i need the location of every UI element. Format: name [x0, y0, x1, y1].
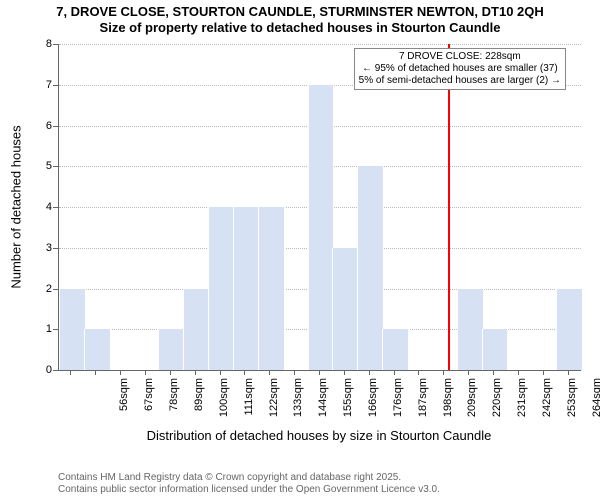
footer-line1: Contains HM Land Registry data © Crown c… — [58, 472, 440, 484]
x-tick-label: 176sqm — [392, 378, 404, 428]
x-tick-mark — [518, 370, 519, 375]
grid-line — [59, 44, 581, 45]
reference-line — [448, 44, 450, 370]
x-tick-label: 155sqm — [342, 378, 354, 428]
x-tick-label: 187sqm — [417, 378, 429, 428]
y-tick-label: 8 — [46, 38, 52, 50]
x-tick-mark — [95, 370, 96, 375]
y-tick-mark — [53, 248, 58, 249]
x-tick-label: 144sqm — [317, 378, 329, 428]
y-tick-label: 5 — [46, 160, 52, 172]
x-tick-label: 133sqm — [292, 378, 304, 428]
y-tick-label: 7 — [46, 79, 52, 91]
x-tick-mark — [543, 370, 544, 375]
y-tick-mark — [53, 126, 58, 127]
annotation-line2: ← 95% of detached houses are smaller (37… — [359, 63, 561, 75]
x-tick-label: 198sqm — [442, 378, 454, 428]
x-tick-label: 220sqm — [491, 378, 503, 428]
chart-title-line1: 7, DROVE CLOSE, STOURTON CAUNDLE, STURMI… — [0, 0, 600, 20]
bar — [308, 85, 335, 370]
bar — [183, 289, 210, 371]
x-tick-mark — [195, 370, 196, 375]
x-tick-label: 89sqm — [193, 378, 205, 428]
y-axis-title: Number of detached houses — [9, 125, 24, 288]
bar — [332, 248, 359, 370]
x-tick-label: 78sqm — [168, 378, 180, 428]
x-tick-label: 264sqm — [591, 378, 600, 428]
bar — [59, 289, 86, 371]
bar — [457, 289, 484, 371]
x-tick-label: 111sqm — [243, 378, 255, 428]
x-tick-mark — [269, 370, 270, 375]
x-tick-mark — [394, 370, 395, 375]
bar — [208, 207, 235, 370]
x-tick-mark — [170, 370, 171, 375]
x-tick-label: 100sqm — [218, 378, 230, 428]
x-tick-mark — [294, 370, 295, 375]
bar — [482, 329, 509, 370]
x-tick-label: 209sqm — [466, 378, 478, 428]
x-tick-label: 253sqm — [566, 378, 578, 428]
bar — [158, 329, 185, 370]
x-tick-mark — [319, 370, 320, 375]
y-tick-mark — [53, 44, 58, 45]
chart-title-line2: Size of property relative to detached ho… — [0, 20, 600, 36]
x-tick-mark — [443, 370, 444, 375]
y-tick-mark — [53, 207, 58, 208]
bar — [233, 207, 260, 370]
plot-area: 7 DROVE CLOSE: 228sqm← 95% of detached h… — [58, 44, 581, 371]
x-tick-label: 231sqm — [516, 378, 528, 428]
x-tick-label: 242sqm — [541, 378, 553, 428]
bar — [84, 329, 111, 370]
annotation-line3: 5% of semi-detached houses are larger (2… — [359, 75, 561, 87]
y-tick-mark — [53, 85, 58, 86]
x-tick-mark — [244, 370, 245, 375]
y-tick-label: 3 — [46, 242, 52, 254]
x-tick-mark — [344, 370, 345, 375]
annotation-line1: 7 DROVE CLOSE: 228sqm — [359, 51, 561, 63]
x-tick-label: 122sqm — [268, 378, 280, 428]
x-tick-mark — [468, 370, 469, 375]
bar — [382, 329, 409, 370]
y-tick-label: 1 — [46, 323, 52, 335]
y-tick-mark — [53, 166, 58, 167]
y-tick-mark — [53, 289, 58, 290]
x-tick-label: 56sqm — [118, 378, 130, 428]
y-tick-label: 2 — [46, 283, 52, 295]
x-tick-mark — [493, 370, 494, 375]
footer-line2: Contains public sector information licen… — [58, 484, 440, 496]
annotation-box: 7 DROVE CLOSE: 228sqm← 95% of detached h… — [354, 48, 566, 90]
x-tick-mark — [145, 370, 146, 375]
x-tick-mark — [568, 370, 569, 375]
bar — [556, 289, 583, 371]
y-tick-label: 4 — [46, 201, 52, 213]
y-tick-mark — [53, 329, 58, 330]
footer-attribution: Contains HM Land Registry data © Crown c… — [58, 472, 440, 496]
bar — [357, 166, 384, 370]
x-tick-label: 67sqm — [143, 378, 155, 428]
x-tick-mark — [120, 370, 121, 375]
y-tick-mark — [53, 370, 58, 371]
x-tick-mark — [70, 370, 71, 375]
x-tick-label: 166sqm — [367, 378, 379, 428]
y-tick-label: 0 — [46, 364, 52, 376]
x-axis-title: Distribution of detached houses by size … — [147, 428, 492, 443]
x-tick-mark — [369, 370, 370, 375]
x-tick-mark — [418, 370, 419, 375]
x-tick-mark — [220, 370, 221, 375]
bar — [258, 207, 285, 370]
y-tick-label: 6 — [46, 120, 52, 132]
